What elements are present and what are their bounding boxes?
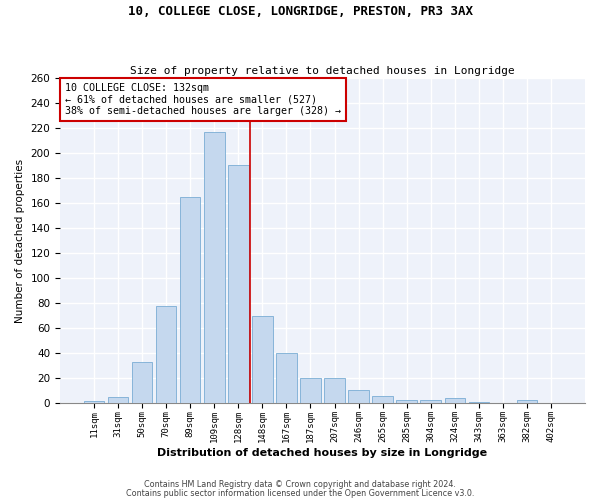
Text: 10, COLLEGE CLOSE, LONGRIDGE, PRESTON, PR3 3AX: 10, COLLEGE CLOSE, LONGRIDGE, PRESTON, P… xyxy=(128,5,473,18)
Text: 10 COLLEGE CLOSE: 132sqm
← 61% of detached houses are smaller (527)
38% of semi-: 10 COLLEGE CLOSE: 132sqm ← 61% of detach… xyxy=(65,82,341,116)
Bar xyxy=(397,400,417,404)
Bar xyxy=(204,132,224,404)
X-axis label: Distribution of detached houses by size in Longridge: Distribution of detached houses by size … xyxy=(157,448,488,458)
Title: Size of property relative to detached houses in Longridge: Size of property relative to detached ho… xyxy=(130,66,515,76)
Bar xyxy=(300,378,321,404)
Text: Contains public sector information licensed under the Open Government Licence v3: Contains public sector information licen… xyxy=(126,488,474,498)
Bar xyxy=(180,196,200,404)
Bar xyxy=(469,402,489,404)
Bar xyxy=(228,166,248,404)
Bar xyxy=(156,306,176,404)
Bar xyxy=(252,316,272,404)
Bar xyxy=(349,390,369,404)
Bar xyxy=(517,400,537,404)
Bar xyxy=(421,400,441,404)
Bar xyxy=(325,378,345,404)
Text: Contains HM Land Registry data © Crown copyright and database right 2024.: Contains HM Land Registry data © Crown c… xyxy=(144,480,456,489)
Bar xyxy=(276,354,296,404)
Bar xyxy=(445,398,465,404)
Bar xyxy=(84,401,104,404)
Bar xyxy=(108,397,128,404)
Bar xyxy=(373,396,393,404)
Bar xyxy=(132,362,152,404)
Y-axis label: Number of detached properties: Number of detached properties xyxy=(15,158,25,322)
